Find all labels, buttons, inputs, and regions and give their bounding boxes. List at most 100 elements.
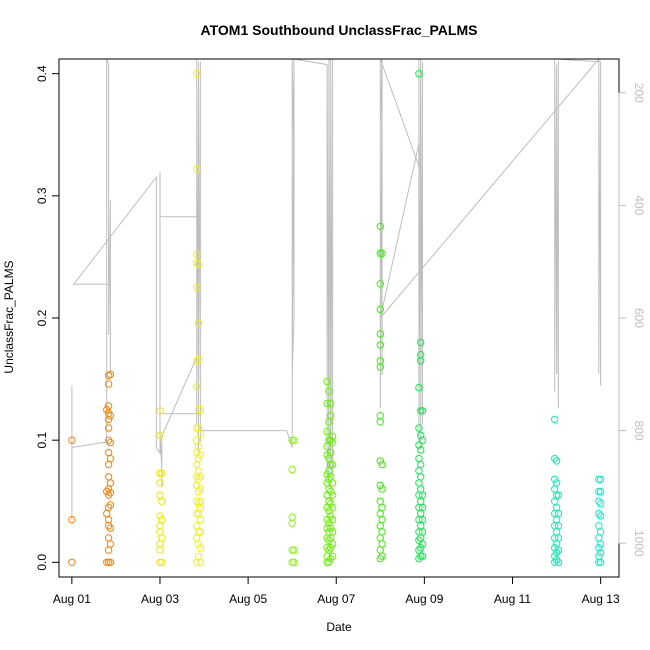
data-point	[418, 515, 427, 524]
data-point	[552, 556, 561, 564]
altitude-trace-layer	[71, 57, 602, 521]
secondary-tick-label: 200	[632, 83, 646, 103]
data-point	[554, 522, 563, 530]
data-point	[193, 259, 201, 267]
data-point	[194, 467, 203, 475]
data-point	[104, 380, 113, 388]
chart-title: ATOM1 Southbound UnclassFrac_PALMS	[201, 22, 478, 38]
data-point	[328, 503, 337, 512]
data-point	[328, 552, 337, 560]
y-tick-label: 0.0	[35, 554, 49, 571]
data-point	[595, 509, 603, 518]
data-point	[327, 524, 335, 532]
data-point	[415, 70, 423, 78]
data-point	[158, 515, 166, 524]
data-point	[156, 546, 164, 554]
data-point	[376, 341, 384, 349]
data-point	[104, 515, 113, 524]
data-point	[325, 558, 333, 566]
data-point	[376, 222, 384, 231]
data-point	[325, 528, 333, 536]
data-point	[415, 383, 423, 392]
data-point	[551, 534, 559, 542]
data-point	[194, 355, 203, 364]
data-point	[325, 387, 333, 395]
data-point	[327, 448, 335, 457]
data-point	[288, 513, 296, 521]
y-tick-label: 0.4	[35, 65, 49, 82]
data-point	[156, 479, 164, 487]
y-tick-label: 0.1	[35, 432, 49, 449]
data-point	[551, 475, 559, 483]
data-point	[554, 558, 563, 566]
data-point	[328, 540, 337, 548]
data-point	[158, 558, 166, 566]
altitude-trace-line	[71, 57, 602, 521]
data-point	[378, 460, 386, 469]
data-point	[193, 165, 201, 173]
data-point	[596, 487, 605, 496]
data-point	[156, 407, 164, 415]
data-point	[196, 430, 205, 438]
data-point	[193, 382, 201, 391]
data-point	[376, 412, 384, 420]
data-point	[323, 399, 331, 408]
data-point	[194, 454, 203, 463]
data-point	[196, 558, 205, 566]
data-point	[378, 503, 386, 512]
data-point	[194, 405, 203, 414]
data-point	[552, 528, 561, 536]
data-point	[596, 540, 605, 548]
data-point	[156, 512, 164, 520]
data-point	[378, 485, 386, 493]
secondary-tick-label: 400	[632, 195, 646, 215]
data-point	[551, 558, 559, 566]
data-point	[378, 540, 386, 548]
data-point	[378, 515, 386, 524]
data-point	[418, 436, 427, 444]
data-point	[196, 473, 205, 481]
data-point	[417, 431, 425, 439]
data-point	[415, 441, 423, 449]
data-point	[193, 250, 201, 259]
data-point	[595, 497, 603, 505]
data-point	[196, 485, 205, 493]
data-point	[194, 260, 203, 268]
data-point	[193, 497, 201, 505]
data-point	[194, 552, 203, 560]
data-point	[552, 515, 561, 524]
data-point	[551, 522, 559, 530]
data-point	[552, 457, 561, 465]
data-point	[194, 319, 203, 327]
data-point	[378, 552, 386, 560]
data-point	[327, 399, 335, 408]
data-point	[196, 405, 205, 414]
data-point	[158, 534, 166, 542]
data-point	[193, 534, 201, 542]
data-point	[417, 338, 425, 347]
data-point	[596, 558, 605, 566]
data-point	[158, 497, 166, 505]
data-point	[415, 424, 423, 432]
data-point	[554, 546, 563, 554]
data-point	[104, 448, 113, 457]
x-tick-label: Aug 09	[405, 592, 443, 606]
x-tick-label: Aug 11	[494, 592, 531, 606]
data-point	[196, 503, 205, 512]
data-point	[194, 540, 203, 548]
data-point	[290, 558, 298, 566]
data-point	[196, 528, 205, 536]
data-point	[156, 491, 164, 499]
data-point	[552, 479, 561, 487]
data-point	[103, 405, 111, 414]
data-point	[68, 558, 76, 566]
data-point	[327, 487, 335, 496]
data-point	[288, 465, 296, 474]
data-point	[596, 500, 605, 508]
data-point	[290, 546, 298, 554]
data-point	[106, 412, 115, 420]
data-point	[596, 475, 605, 483]
data-point	[104, 371, 113, 380]
data-point	[103, 558, 111, 566]
data-point	[417, 522, 425, 530]
